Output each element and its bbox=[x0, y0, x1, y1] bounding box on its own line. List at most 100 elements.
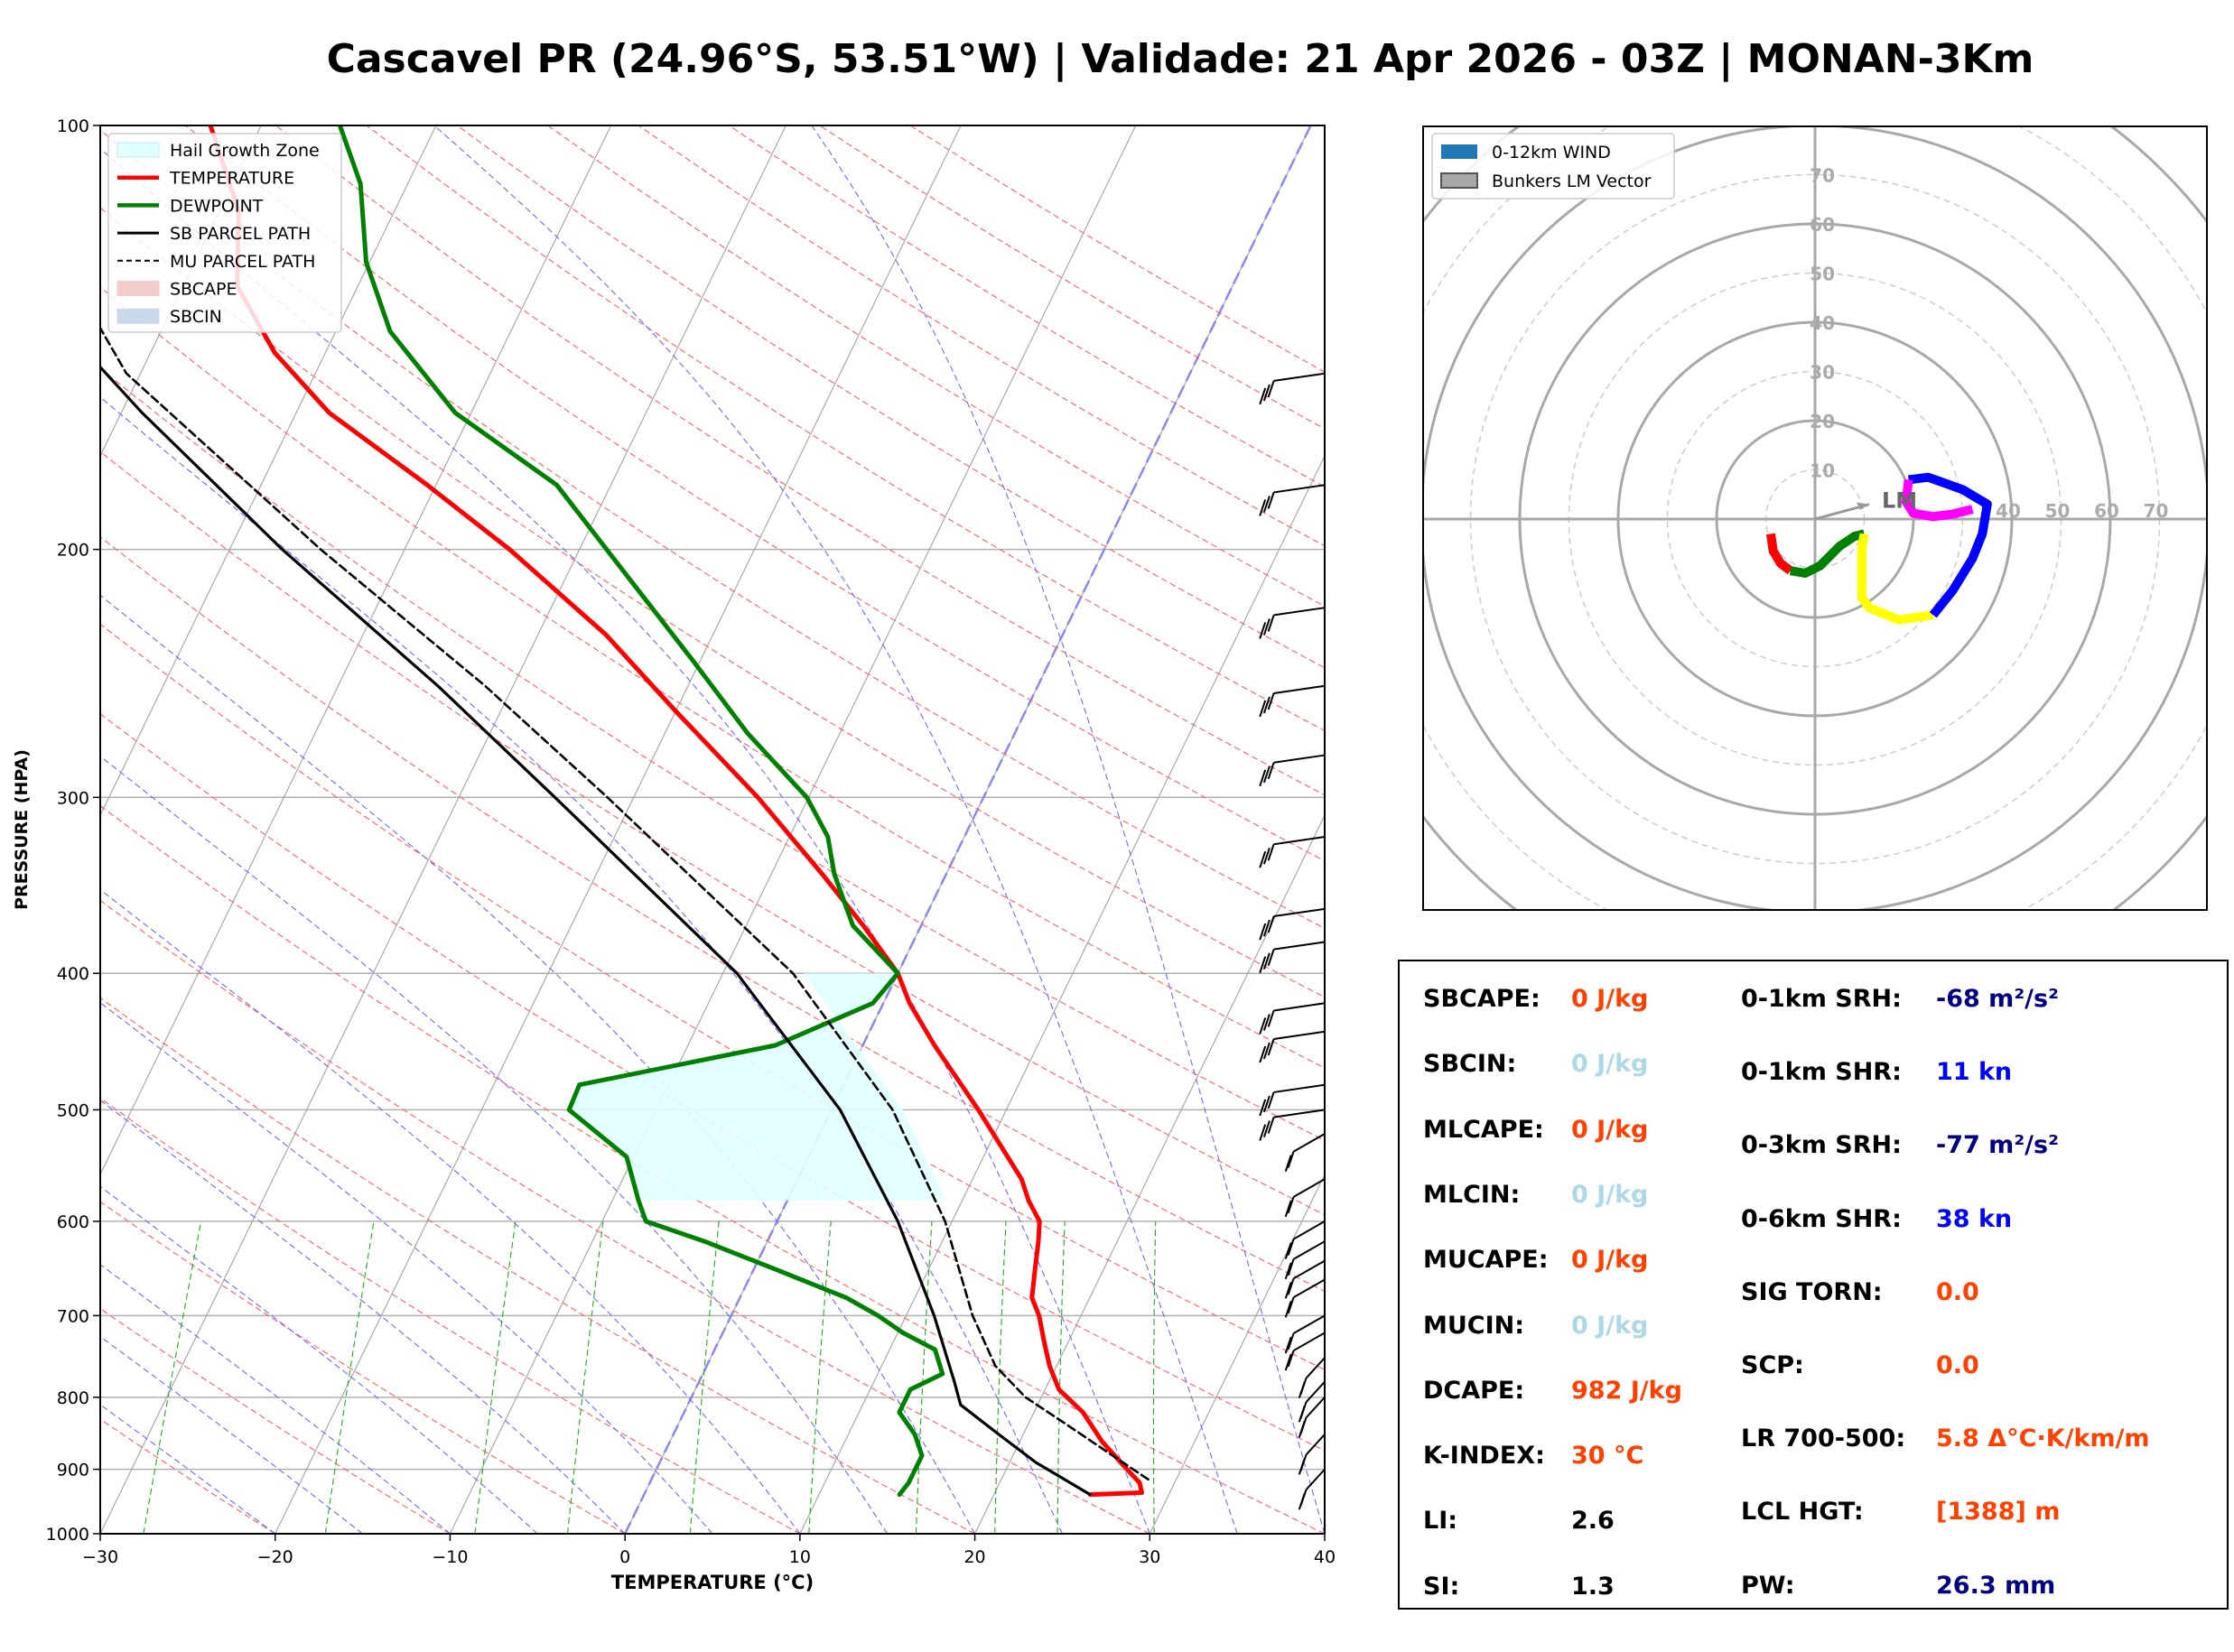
barb-flag bbox=[1267, 1117, 1275, 1134]
wind-barb bbox=[1284, 1259, 1326, 1299]
hodograph-segment bbox=[1789, 529, 1866, 578]
wind-barb bbox=[1259, 372, 1326, 405]
x-axis-label: TEMPERATURE (°C) bbox=[611, 1572, 814, 1593]
param-label: MUCIN: bbox=[1423, 1311, 1525, 1340]
barb-flag bbox=[1284, 1300, 1292, 1318]
barb-staff bbox=[1293, 1314, 1326, 1334]
legend-label: 0-12km WIND bbox=[1492, 143, 1611, 162]
wind-barb bbox=[1259, 907, 1326, 941]
mixing-ratio-line bbox=[324, 1220, 375, 1534]
ring-label: 60 bbox=[1810, 214, 1835, 236]
barb-flag bbox=[1259, 499, 1267, 516]
legend-label: DEWPOINT bbox=[170, 196, 264, 216]
legend-label: SBCIN bbox=[170, 307, 222, 327]
param-value: 0 J/kg bbox=[1571, 1246, 1649, 1275]
param-label: SBCIN: bbox=[1423, 1050, 1517, 1079]
dry-adiabat bbox=[100, 367, 1325, 1141]
param-label: MLCIN: bbox=[1423, 1180, 1521, 1209]
barb-staff bbox=[1273, 607, 1326, 617]
ring-label: 40 bbox=[1996, 500, 2021, 522]
hodograph-segment bbox=[1857, 533, 1934, 625]
barb-flag bbox=[1267, 380, 1275, 398]
y-tick-label: 1000 bbox=[46, 1525, 89, 1545]
barb-flag bbox=[1267, 762, 1275, 780]
param-label: K-INDEX: bbox=[1423, 1442, 1545, 1471]
param-label: 0-6km SHR: bbox=[1741, 1204, 1902, 1233]
wind-barb bbox=[1284, 1133, 1326, 1172]
param-label: SI: bbox=[1423, 1572, 1460, 1601]
x-tick-label: 30 bbox=[1139, 1547, 1160, 1567]
isotherm bbox=[100, 125, 262, 458]
param-value: 2.6 bbox=[1571, 1507, 1615, 1536]
mixing-ratio-line bbox=[994, 1220, 1007, 1534]
x-tick-label: −30 bbox=[82, 1547, 118, 1567]
barb-flag bbox=[1259, 622, 1267, 639]
barb-flag bbox=[1287, 1332, 1295, 1350]
legend-label: SB PARCEL PATH bbox=[170, 224, 311, 244]
param-label: SCP: bbox=[1741, 1351, 1804, 1379]
dry-adiabat bbox=[100, 899, 1150, 1534]
x-tick-label: 10 bbox=[789, 1547, 811, 1567]
barb-flag bbox=[1262, 919, 1271, 937]
barb-flag bbox=[1287, 1277, 1295, 1295]
hail-growth-zone-fill bbox=[569, 973, 946, 1201]
mixing-ratio-line bbox=[689, 1220, 720, 1534]
legend-label: SBCAPE bbox=[170, 280, 237, 300]
moist-adiabat bbox=[100, 147, 1150, 1534]
barb-flag bbox=[1287, 1258, 1295, 1276]
barb-staff bbox=[1305, 1434, 1326, 1456]
param-label: 0-1km SRH: bbox=[1741, 985, 1902, 1013]
y-tick-label: 500 bbox=[57, 1100, 89, 1120]
param-value: 0 J/kg bbox=[1571, 1180, 1649, 1209]
legend-swatch bbox=[1441, 144, 1477, 159]
sb-parcel-path-line bbox=[100, 365, 1092, 1497]
storm-motion-label: LM bbox=[1882, 488, 1917, 514]
ring-label: 40 bbox=[1810, 312, 1835, 334]
hodograph-trace: LM bbox=[1766, 472, 1992, 625]
param-value: 0 J/kg bbox=[1571, 985, 1649, 1013]
barb-staff bbox=[1293, 1259, 1326, 1280]
barb-staff bbox=[1305, 1380, 1326, 1403]
barb-flag bbox=[1284, 1200, 1292, 1218]
barb-staff bbox=[1293, 1332, 1326, 1351]
skew-t-ticks: −30 −20 −10 0 10 20 30 40 100 200 300 400 500 600 700 8… bbox=[46, 116, 1336, 1567]
dry-adiabat bbox=[100, 713, 1325, 1452]
skew-t-fills bbox=[569, 973, 946, 1201]
barb-flag bbox=[1267, 615, 1275, 632]
barb-staff bbox=[1305, 1357, 1326, 1379]
moist-adiabat bbox=[100, 1185, 538, 1534]
mixing-ratio-line bbox=[808, 1220, 832, 1534]
dry-adiabat bbox=[100, 804, 1325, 1534]
barb-staff bbox=[1293, 1220, 1326, 1240]
wind-barb bbox=[1259, 1002, 1326, 1035]
wind-barb bbox=[1284, 1178, 1326, 1218]
mixing-ratio-line bbox=[474, 1220, 517, 1534]
wind-barb bbox=[1259, 836, 1326, 868]
param-value: 5.8 Δ°C·K/km/m bbox=[1936, 1425, 2150, 1453]
hodograph-grid: 10 20 30 40 40 50 50 60 60 70 70 bbox=[1423, 126, 2207, 910]
barb-flag bbox=[1262, 618, 1271, 636]
wind-barb bbox=[1259, 1030, 1326, 1063]
barb-flag bbox=[1262, 1120, 1271, 1137]
param-value: 982 J/kg bbox=[1571, 1376, 1682, 1405]
hodograph-legend: 0-12km WIND Bunkers LM Vector bbox=[1431, 133, 1675, 200]
barb-staff bbox=[1293, 1133, 1326, 1153]
dewpoint-line bbox=[337, 125, 945, 1498]
isotherm bbox=[100, 125, 787, 1534]
hodograph-segment bbox=[1901, 478, 1974, 522]
param-label: 0-3km SRH: bbox=[1741, 1131, 1902, 1160]
barb-staff bbox=[1273, 1083, 1326, 1093]
dry-adiabat bbox=[184, 125, 1325, 862]
barb-flag bbox=[1259, 1045, 1267, 1063]
mu-parcel-path-line bbox=[100, 325, 1150, 1481]
wind-barb bbox=[1298, 1380, 1326, 1423]
barb-flag bbox=[1267, 915, 1275, 933]
barb-flag bbox=[1259, 769, 1267, 787]
wind-barb bbox=[1259, 1083, 1326, 1117]
y-tick-label: 200 bbox=[57, 541, 89, 561]
isotherm bbox=[1149, 1173, 1325, 1534]
ring-label: 50 bbox=[1810, 264, 1835, 285]
barb-flag bbox=[1287, 1350, 1295, 1368]
mixing-ratio-line bbox=[1056, 1220, 1066, 1534]
wind-barb bbox=[1284, 1240, 1326, 1280]
